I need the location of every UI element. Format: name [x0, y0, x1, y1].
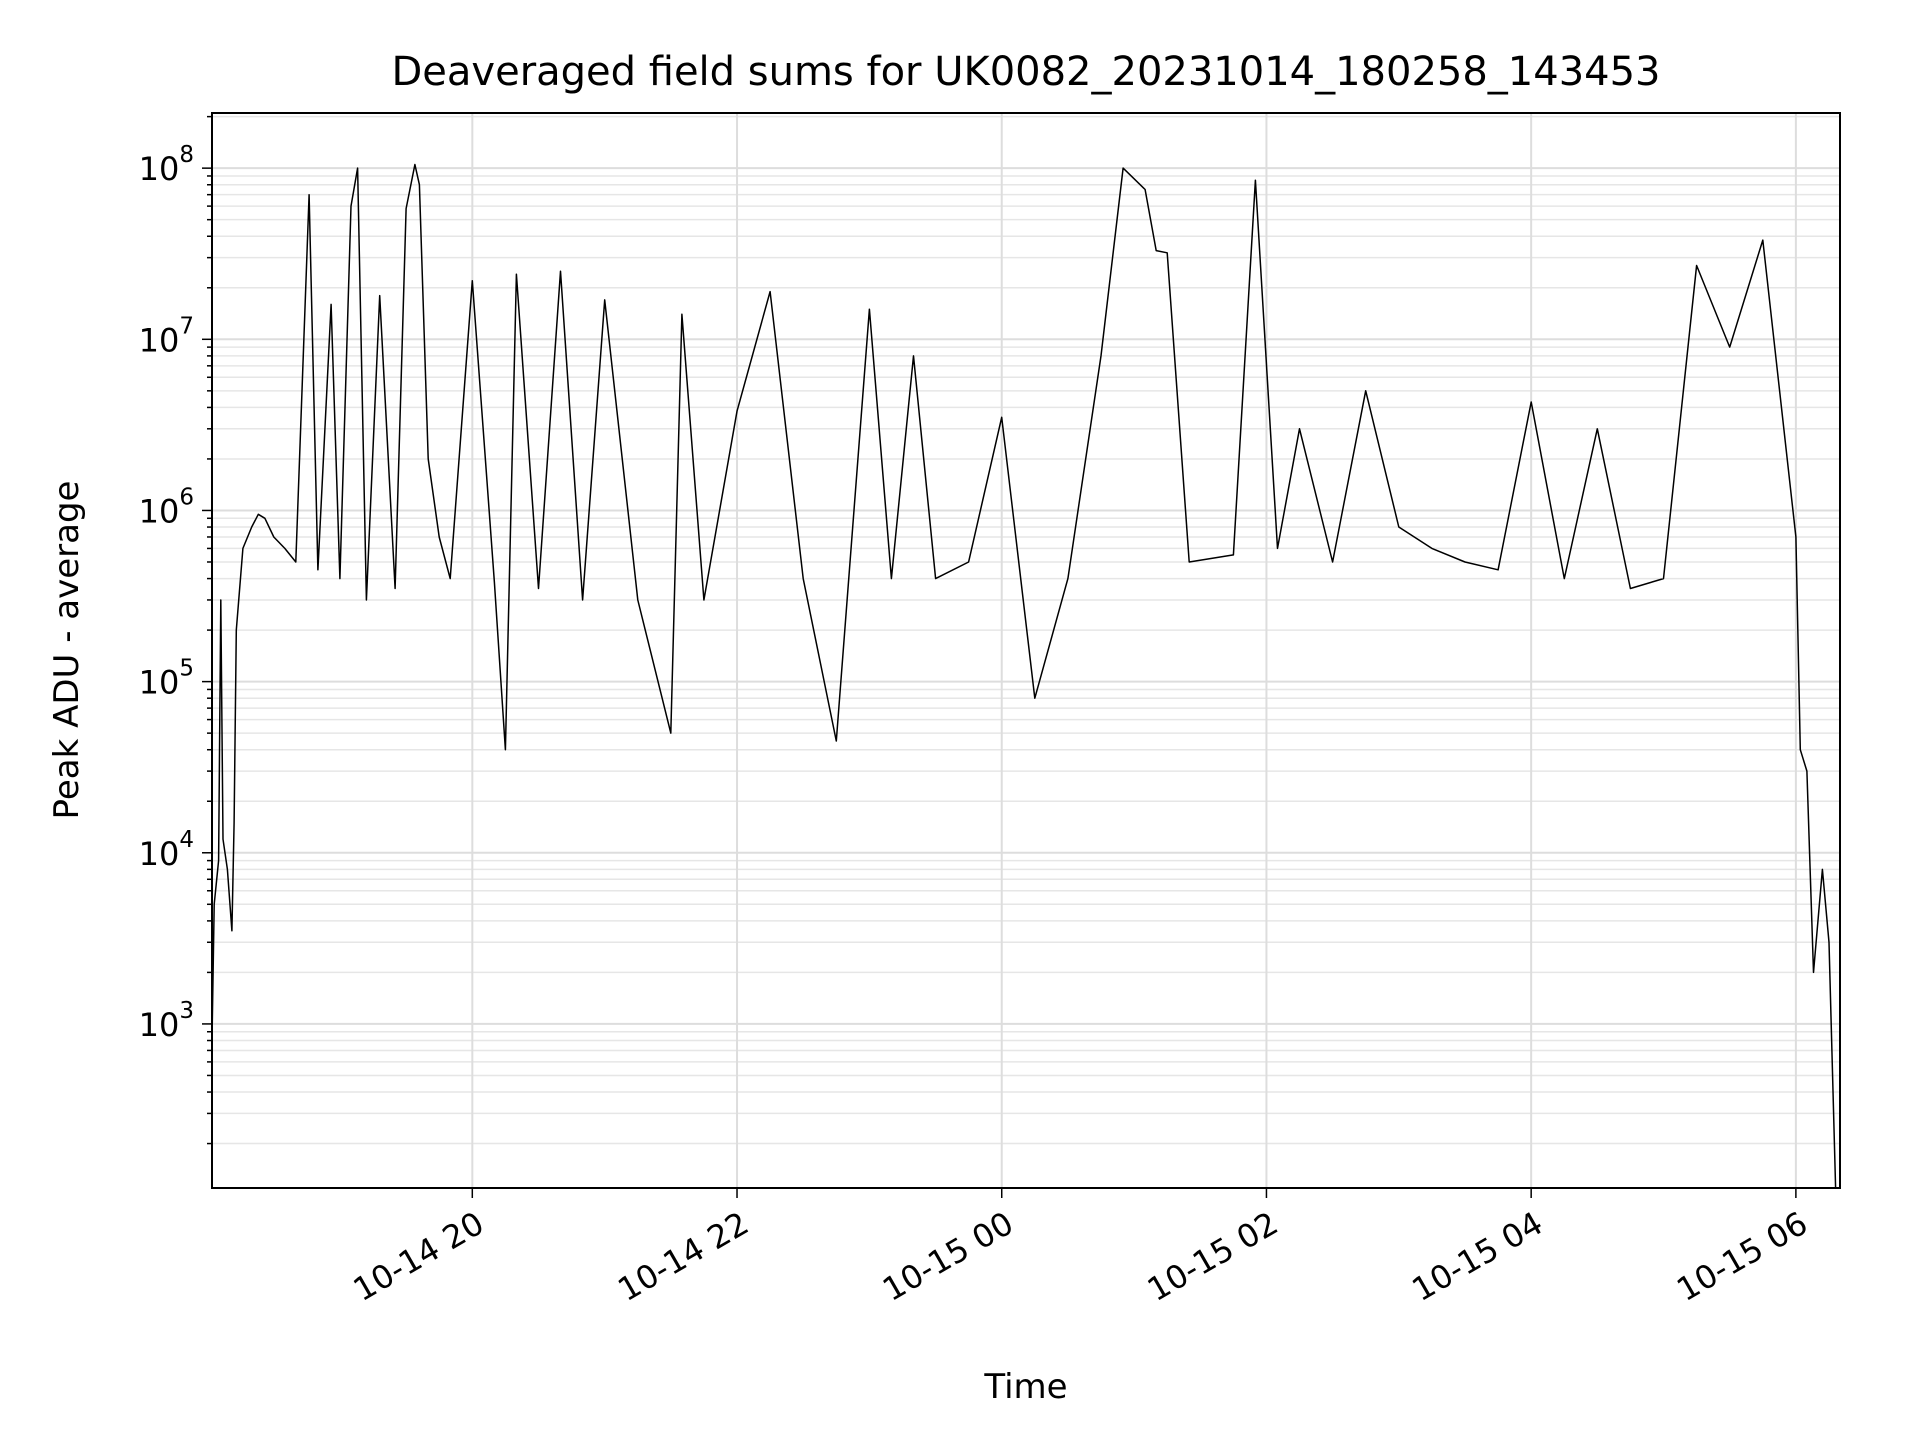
y-tick-label: 106 — [139, 484, 194, 530]
y-tick-label: 108 — [139, 142, 194, 188]
plot-frame — [211, 112, 1841, 1189]
y-axis-label: Peak ADU - average — [47, 481, 87, 820]
chart-title: Deaveraged field sums for UK0082_2023101… — [391, 49, 1660, 95]
y-tick-label: 107 — [139, 313, 194, 359]
series-line-0 — [211, 163, 1837, 1189]
y-tick-label: 104 — [139, 827, 194, 873]
x-axis-label: Time — [983, 1367, 1067, 1407]
grid-layer — [212, 113, 1840, 1188]
data-line-layer — [211, 163, 1837, 1189]
y-tick-label: 103 — [139, 998, 194, 1044]
y-tick-label: 105 — [139, 656, 194, 702]
